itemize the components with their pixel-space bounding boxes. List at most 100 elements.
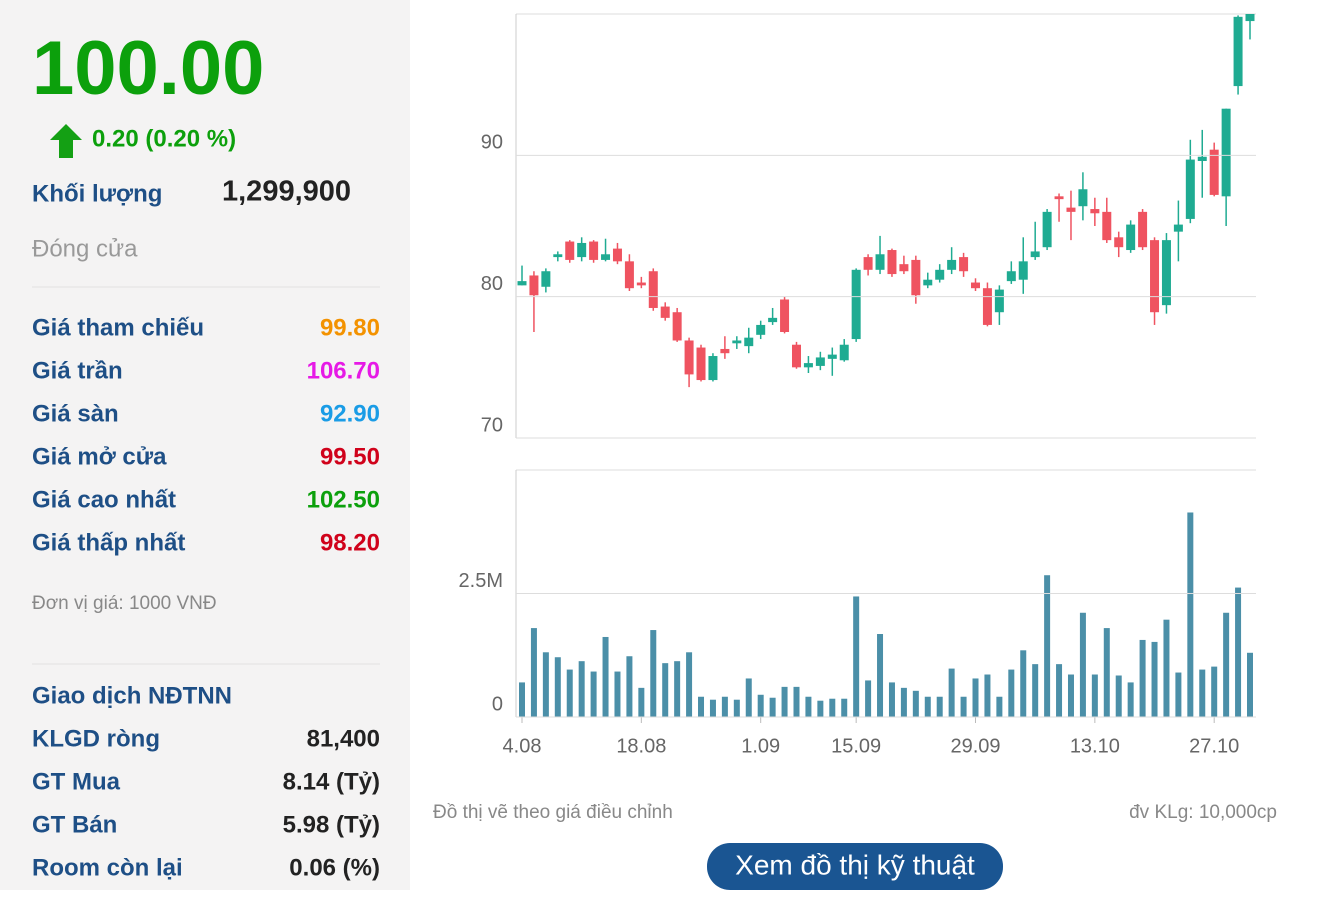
volume-bar [829,698,836,717]
candle-body [863,257,873,270]
candle-body [517,281,527,286]
candle-body [756,324,766,335]
x-tick-label: 1.09 [741,735,780,757]
candle-body [1006,271,1016,282]
volume-bar [1032,664,1039,717]
candle-body [1173,224,1183,232]
volume-bar [590,671,597,717]
foreign-value: 81,400 [307,725,380,752]
candle-body [947,259,957,270]
volume-bar [698,696,705,717]
unit-note: Đơn vị giá: 1000 VNĐ [32,593,217,614]
button-bg[interactable] [707,843,1003,890]
candle-body [553,254,563,258]
candle-body [1138,211,1148,248]
candle-body [971,282,981,289]
volume-bar [793,686,800,717]
button-label[interactable]: Xem đồ thị kỹ thuật [735,849,975,880]
volume-bar [817,700,824,717]
candle-body [1245,14,1255,22]
volume-bar [841,698,848,717]
candle-body [624,261,634,289]
candle-body [1042,211,1052,248]
volume-bar [1151,641,1158,717]
volume-bar [960,696,967,717]
candle-body [791,344,801,368]
foreign-label: GT Mua [32,768,121,795]
y-tick-label: 80 [481,273,503,295]
candle-body [660,306,670,318]
candle-body [935,269,945,280]
volume-bar [1091,674,1098,717]
x-tick-label: 15.09 [831,735,881,757]
volume-bar [626,656,633,717]
foreign-value: 0.06 (%) [289,854,380,881]
foreign-value: 5.98 (Tỷ) [283,811,380,838]
volume-bar [733,699,740,717]
price-label: Giá tham chiếu [32,314,204,341]
volume-bar [805,696,812,717]
candle-body [815,357,825,366]
volume-bar [519,682,525,717]
price-value: 102.50 [307,486,380,513]
volume-bar [781,686,788,717]
candle-body [1102,211,1112,241]
candle-body [1150,240,1160,313]
volume-bar [650,630,657,717]
x-tick-label: 18.08 [616,735,666,757]
volume-bar [853,596,860,717]
volume-bar [566,669,573,717]
volume-bar [972,678,979,717]
volume-bar [924,696,931,717]
candle-body [720,348,730,354]
volume-bar [996,696,1003,717]
volume-bar [1127,682,1134,717]
candle-body [577,242,587,258]
change: 0.20 (0.20 %) [92,125,236,152]
chart-note: Đồ thị vẽ theo giá điều chỉnh [433,802,673,823]
candle-body [1209,149,1219,195]
volume-bar [1223,612,1230,717]
candle-body [648,271,658,308]
volume-bar [1211,666,1218,717]
volume-bar [984,674,991,717]
y-tick-label: 0 [492,693,503,715]
volume-bar [1163,619,1170,717]
volume-bar [769,697,776,717]
candle-body [1185,159,1195,219]
candle-body [875,254,885,270]
volume-bar [1079,612,1086,717]
candle-body [899,264,909,272]
volume-bar [1175,672,1182,717]
up-arrow [50,124,82,158]
x-tick-label: 4.08 [503,735,542,757]
y-tick-label: 2.5M [459,570,503,592]
candle-body [529,275,539,296]
technical-chart-button[interactable]: Xem đồ thị kỹ thuật [707,843,1003,890]
candle-body [1018,261,1028,280]
status: Đóng cửa [32,235,138,262]
price-value: 99.50 [320,443,380,470]
candle-body [768,317,778,323]
volume-bar [900,687,907,717]
candle-body [887,250,897,275]
price-label: Giá trần [32,357,123,384]
candle-body [672,312,682,341]
price-label: Giá cao nhất [32,486,176,513]
price-label: Giá mở cửa [32,443,167,470]
candle-body [827,354,837,359]
candle-body [803,363,813,368]
volume-bar [614,671,621,717]
foreign-title: Giao dịch NĐTNN [32,682,232,709]
foreign-label: Room còn lại [32,854,183,881]
volume-bar [1103,628,1110,717]
volume-bar [686,652,693,717]
price-label: Giá thấp nhất [32,529,185,556]
candle-body [1126,224,1136,251]
volume-bar [948,668,955,717]
volume-bar [757,694,764,717]
price-value: 106.70 [307,357,380,384]
volume-unit: đv KLg: 10,000cp [1129,802,1277,823]
volume-bar [877,634,884,717]
